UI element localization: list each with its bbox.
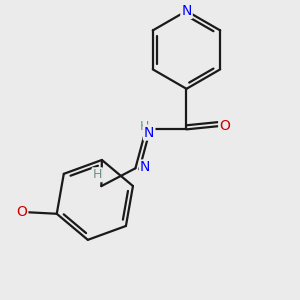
Text: N: N bbox=[181, 4, 192, 18]
Text: O: O bbox=[219, 119, 230, 133]
Text: O: O bbox=[16, 205, 27, 219]
Text: H: H bbox=[93, 168, 102, 181]
Text: N: N bbox=[144, 126, 154, 140]
Text: N: N bbox=[140, 160, 150, 175]
Text: H: H bbox=[140, 120, 149, 134]
